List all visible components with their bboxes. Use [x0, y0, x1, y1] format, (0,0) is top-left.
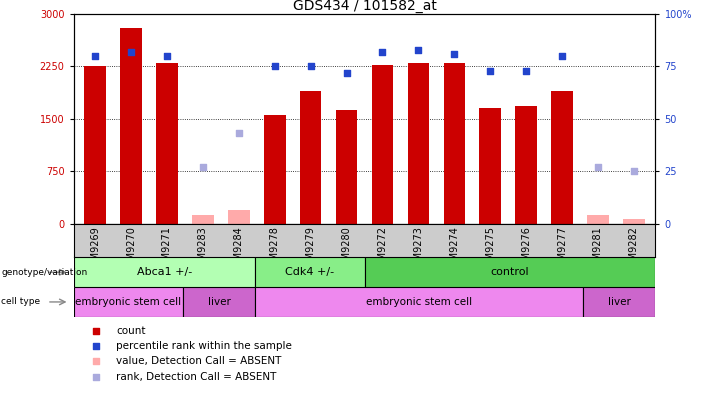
Point	[197, 164, 208, 170]
Text: GSM9275: GSM9275	[485, 227, 495, 273]
Bar	[228, 210, 250, 224]
Text: rank, Detection Call = ABSENT: rank, Detection Call = ABSENT	[116, 371, 276, 382]
Bar	[255, 257, 365, 287]
Text: GSM9281: GSM9281	[593, 227, 603, 273]
Point	[484, 67, 496, 74]
Bar	[84, 66, 106, 224]
Point	[161, 53, 172, 59]
Text: GSM9279: GSM9279	[306, 227, 315, 273]
Point	[269, 63, 280, 69]
Bar	[623, 219, 645, 224]
Text: GSM9269: GSM9269	[90, 227, 100, 273]
Title: GDS434 / 101582_at: GDS434 / 101582_at	[292, 0, 437, 13]
Bar	[479, 108, 501, 224]
Bar	[515, 106, 537, 224]
Point	[521, 67, 532, 74]
Bar	[264, 115, 285, 224]
Point	[125, 48, 137, 55]
Bar	[407, 63, 429, 224]
Point	[628, 168, 639, 174]
Point	[557, 53, 568, 59]
Text: genotype/variation: genotype/variation	[1, 268, 88, 277]
Bar	[583, 287, 655, 317]
Text: GSM9271: GSM9271	[162, 227, 172, 273]
Bar	[365, 257, 655, 287]
Text: embryonic stem cell: embryonic stem cell	[366, 297, 472, 307]
Text: Abca1 +/-: Abca1 +/-	[137, 267, 192, 277]
Point	[90, 373, 102, 380]
Text: GSM9280: GSM9280	[341, 227, 352, 273]
Bar	[156, 63, 178, 224]
Bar	[372, 65, 393, 224]
Bar	[255, 287, 583, 317]
Bar	[192, 215, 214, 224]
Text: GSM9282: GSM9282	[629, 227, 639, 273]
Point	[377, 48, 388, 55]
Point	[90, 53, 101, 59]
Point	[90, 358, 102, 365]
Point	[592, 164, 604, 170]
Point	[233, 130, 245, 137]
Bar	[74, 257, 255, 287]
Text: value, Detection Call = ABSENT: value, Detection Call = ABSENT	[116, 356, 281, 366]
Point	[90, 328, 102, 334]
Text: GSM9277: GSM9277	[557, 227, 567, 273]
Point	[449, 51, 460, 57]
Bar	[444, 63, 465, 224]
Text: control: control	[491, 267, 529, 277]
Bar	[587, 215, 608, 224]
Bar	[300, 91, 322, 224]
Text: Cdk4 +/-: Cdk4 +/-	[285, 267, 334, 277]
Text: GSM9278: GSM9278	[270, 227, 280, 273]
Text: count: count	[116, 326, 146, 336]
Point	[413, 46, 424, 53]
Text: liver: liver	[207, 297, 231, 307]
Bar	[336, 110, 358, 224]
Bar	[551, 91, 573, 224]
Bar	[121, 28, 142, 224]
Bar	[183, 287, 255, 317]
Text: GSM9272: GSM9272	[377, 227, 388, 273]
Bar	[74, 287, 183, 317]
Text: GSM9274: GSM9274	[449, 227, 459, 273]
Text: cell type: cell type	[1, 297, 41, 307]
Text: percentile rank within the sample: percentile rank within the sample	[116, 341, 292, 351]
Point	[90, 343, 102, 350]
Text: GSM9273: GSM9273	[414, 227, 423, 273]
Point	[341, 69, 352, 76]
Text: liver: liver	[608, 297, 630, 307]
Point	[305, 63, 316, 69]
Text: GSM9283: GSM9283	[198, 227, 208, 273]
Text: embryonic stem cell: embryonic stem cell	[75, 297, 182, 307]
Text: GSM9284: GSM9284	[234, 227, 244, 273]
Text: GSM9276: GSM9276	[521, 227, 531, 273]
Text: GSM9270: GSM9270	[126, 227, 136, 273]
